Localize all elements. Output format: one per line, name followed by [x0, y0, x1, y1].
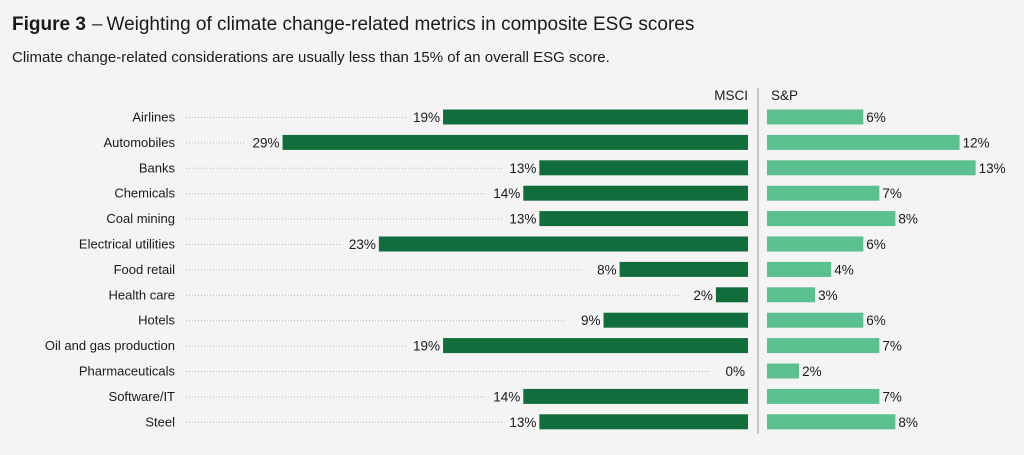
- value-label-msci: 29%: [253, 135, 280, 150]
- value-label-sp: 6%: [866, 313, 886, 328]
- series-header-sp: S&P: [771, 88, 798, 103]
- bar-msci: [378, 236, 748, 252]
- bar-sp: [767, 414, 896, 430]
- value-label-msci: 2%: [693, 288, 713, 303]
- figure-label: Figure 3: [12, 14, 86, 35]
- bar-sp: [767, 236, 864, 252]
- series-header-msci: MSCI: [714, 88, 748, 103]
- bar-sp: [767, 109, 864, 125]
- chart-title: Figure 3– Weighting of climate change-rel…: [12, 13, 694, 37]
- bar-msci: [715, 287, 748, 303]
- bar-msci: [523, 185, 748, 201]
- value-label-sp: 3%: [818, 288, 838, 303]
- bar-sp: [767, 211, 896, 227]
- category-label: Electrical utilities: [79, 237, 176, 252]
- value-label-msci: 19%: [413, 339, 440, 354]
- value-label-msci: 13%: [509, 161, 536, 176]
- category-label: Steel: [145, 414, 175, 429]
- value-label-sp: 6%: [866, 110, 886, 125]
- value-label-sp: 8%: [898, 415, 918, 430]
- value-label-msci: 13%: [509, 212, 536, 227]
- category-label: Oil and gas production: [45, 338, 175, 353]
- value-label-sp: 7%: [882, 339, 902, 354]
- category-label: Pharmaceuticals: [79, 364, 176, 379]
- category-label: Hotels: [138, 313, 175, 328]
- bar-sp: [767, 363, 800, 379]
- category-label: Automobiles: [103, 135, 175, 150]
- bar-sp: [767, 160, 976, 176]
- bar-msci: [443, 338, 748, 354]
- bar-msci: [603, 312, 748, 328]
- title-text: Weighting of climate change-related metr…: [106, 14, 695, 35]
- value-label-sp: 6%: [866, 237, 886, 252]
- value-label-msci: 19%: [413, 110, 440, 125]
- bar-msci: [619, 261, 748, 277]
- value-label-msci: 14%: [493, 186, 520, 201]
- category-label: Health care: [109, 287, 175, 302]
- bar-sp: [767, 185, 880, 201]
- bar-msci: [539, 160, 748, 176]
- title-separator: –: [91, 14, 103, 35]
- value-label-sp: 7%: [882, 389, 902, 404]
- category-label: Software/IT: [109, 389, 176, 404]
- value-label-sp: 7%: [882, 186, 902, 201]
- bar-sp: [767, 338, 880, 354]
- category-label: Chemicals: [114, 186, 175, 201]
- chart-subtitle: Climate change-related considerations ar…: [12, 49, 610, 66]
- value-label-sp: 4%: [834, 262, 854, 277]
- value-label-msci: 23%: [349, 237, 376, 252]
- value-label-sp: 12%: [963, 135, 990, 150]
- bar-sp: [767, 134, 960, 150]
- bar-msci: [539, 211, 748, 227]
- bar-msci: [443, 109, 748, 125]
- bar-msci: [523, 388, 748, 404]
- category-label: Banks: [139, 160, 176, 175]
- category-label: Coal mining: [106, 211, 175, 226]
- bar-msci: [539, 414, 748, 430]
- value-label-sp: 2%: [802, 364, 822, 379]
- bar-sp: [767, 312, 864, 328]
- bar-sp: [767, 287, 816, 303]
- value-label-sp: 13%: [979, 161, 1006, 176]
- value-label-msci: 14%: [493, 389, 520, 404]
- bar-sp: [767, 388, 880, 404]
- value-label-msci: 8%: [597, 262, 617, 277]
- value-label-sp: 8%: [898, 212, 918, 227]
- category-label: Airlines: [132, 110, 175, 125]
- bar-sp: [767, 261, 832, 277]
- value-label-msci: 9%: [581, 313, 601, 328]
- value-label-msci: 13%: [509, 415, 536, 430]
- category-label: Food retail: [114, 262, 176, 277]
- value-label-msci: 0%: [725, 364, 745, 379]
- bar-msci: [282, 134, 748, 150]
